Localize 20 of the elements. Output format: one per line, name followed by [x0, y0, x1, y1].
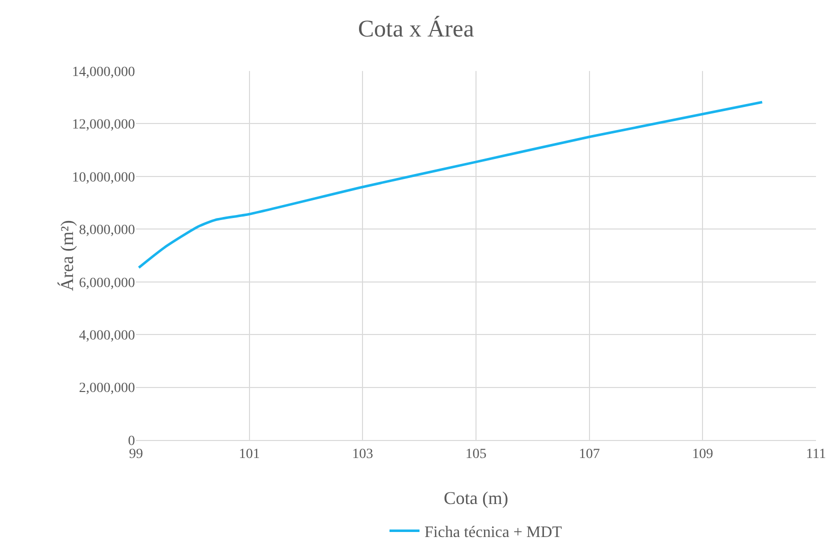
y-tick-label: 0 [128, 434, 135, 449]
x-tick-label: 99 [129, 446, 143, 462]
x-tick-label: 111 [806, 446, 826, 462]
y-tick-label: 14,000,000 [72, 64, 135, 80]
y-tick-label: 8,000,000 [79, 223, 135, 238]
x-tick-label: 107 [578, 446, 600, 462]
x-tick-label: 103 [352, 446, 374, 462]
y-tick-label: 2,000,000 [79, 381, 135, 396]
y-tick-label: 10,000,000 [72, 170, 135, 186]
x-tick-label: 105 [466, 446, 486, 462]
line-series [138, 100, 764, 269]
x-axis-title: Cota (m) [444, 488, 508, 508]
x-tick-label: 109 [692, 446, 714, 462]
y-tick-label: 12,000,000 [72, 118, 135, 133]
y-tick-label: 4,000,000 [79, 328, 135, 344]
y-axis-title: Área (m²) [57, 220, 77, 291]
x-tick-label: 101 [238, 446, 260, 462]
chart-title: Cota x Área [358, 15, 474, 42]
y-tick-label: 6,000,000 [79, 276, 135, 291]
legend-label: Ficha técnica + MDT [424, 524, 562, 541]
